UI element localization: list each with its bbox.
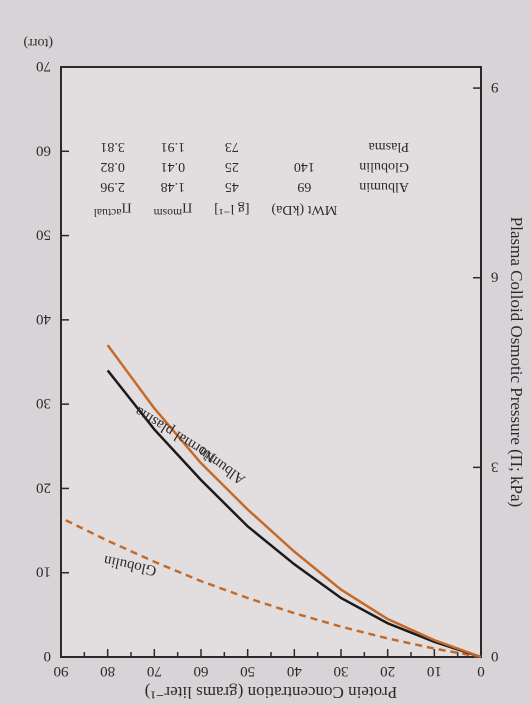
svg-text:Globulin: Globulin bbox=[102, 552, 158, 579]
svg-text:0: 0 bbox=[44, 648, 52, 664]
svg-text:Plasma Colloid Osmotic Pressur: Plasma Colloid Osmotic Pressure (Π; kPa) bbox=[507, 217, 526, 507]
data-table: MWt (kDa)[g l⁻¹]ΠmosmΠactualAlbumin69451… bbox=[82, 135, 421, 222]
svg-text:50: 50 bbox=[240, 663, 255, 679]
svg-text:70: 70 bbox=[36, 58, 51, 74]
svg-text:3: 3 bbox=[491, 458, 499, 474]
svg-text:6: 6 bbox=[491, 269, 499, 285]
svg-text:(torr): (torr) bbox=[23, 35, 53, 50]
svg-text:50: 50 bbox=[36, 227, 51, 243]
svg-text:30: 30 bbox=[334, 663, 349, 679]
svg-text:Protein Concentration (grams l: Protein Concentration (grams liter⁻¹) bbox=[145, 683, 397, 702]
svg-text:40: 40 bbox=[36, 311, 51, 327]
svg-text:0: 0 bbox=[491, 648, 499, 664]
svg-text:9: 9 bbox=[491, 79, 499, 95]
chart-container: 0102030405060708090Protein Concentration… bbox=[0, 0, 531, 705]
svg-text:90: 90 bbox=[54, 663, 69, 679]
svg-text:0: 0 bbox=[477, 663, 485, 679]
svg-text:70: 70 bbox=[147, 663, 162, 679]
svg-text:80: 80 bbox=[100, 663, 115, 679]
svg-text:60: 60 bbox=[36, 142, 51, 158]
svg-text:60: 60 bbox=[194, 663, 209, 679]
svg-text:20: 20 bbox=[380, 663, 395, 679]
svg-text:10: 10 bbox=[427, 663, 442, 679]
svg-text:40: 40 bbox=[287, 663, 302, 679]
chart-svg: 0102030405060708090Protein Concentration… bbox=[0, 0, 531, 705]
svg-text:20: 20 bbox=[36, 479, 51, 495]
svg-text:30: 30 bbox=[36, 395, 51, 411]
svg-text:10: 10 bbox=[36, 564, 51, 580]
